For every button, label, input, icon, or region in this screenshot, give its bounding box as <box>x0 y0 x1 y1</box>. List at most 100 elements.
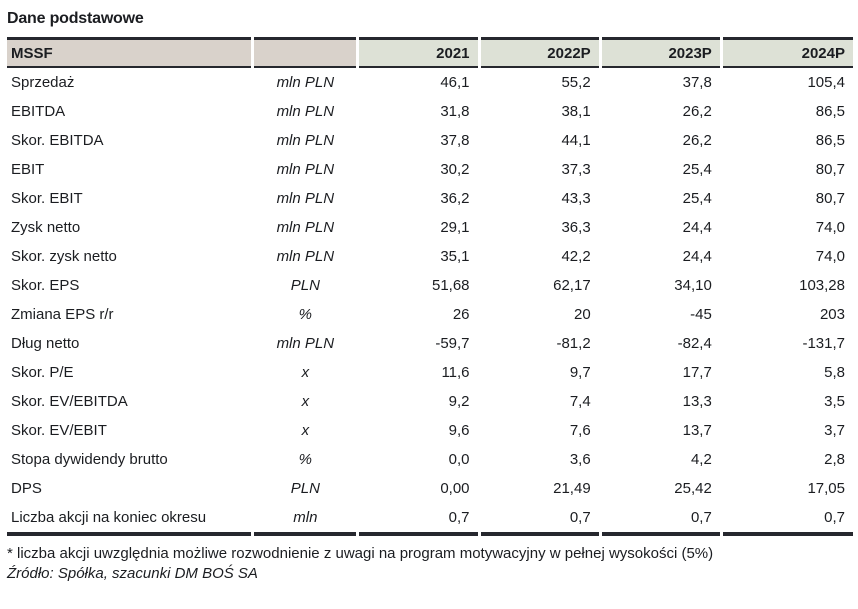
cell-2021: -59,7 <box>435 335 470 352</box>
row-label: Skor. EBITDA <box>11 132 104 149</box>
table-header: MSSF 2021 2022P 2023P 2024P <box>7 37 853 68</box>
cell-2021: 9,2 <box>448 393 470 410</box>
cell-2023p: 0,7 <box>601 503 720 536</box>
row-label: Zysk netto <box>11 219 81 236</box>
row-unit: PLN <box>290 480 320 497</box>
cell-2022p: 44,1 <box>561 132 591 149</box>
row-unit: x <box>301 364 310 381</box>
header-unit-column <box>254 37 357 68</box>
header-year-2023p: 2023P <box>601 37 720 68</box>
cell-2022p: 42,2 <box>561 248 591 265</box>
row-label: Sprzedaż <box>11 74 75 91</box>
cell-2023p: 34,10 <box>674 277 712 294</box>
row-unit: mln PLN <box>276 132 335 149</box>
cell-2021: 26 <box>452 306 470 323</box>
cell-2023p: 26,2 <box>682 103 712 120</box>
cell-2023p: 13,7 <box>682 422 712 439</box>
cell-2024p: -131,7 <box>802 335 845 352</box>
cell-2021: 0,00 <box>440 480 470 497</box>
cell-2021: 0,0 <box>448 451 470 468</box>
row-unit: mln PLN <box>276 335 335 352</box>
cell-2023p: 24,4 <box>682 248 712 265</box>
footnote: * liczba akcji uwzględnia możliwe rozwod… <box>7 545 714 562</box>
cell-2022p: 9,7 <box>569 364 591 381</box>
header-row: MSSF 2021 2022P 2023P 2024P <box>7 37 853 68</box>
table-row: Liczba akcji na koniec okresu mln 0,7 0,… <box>7 503 853 536</box>
row-label: Skor. EPS <box>11 277 80 294</box>
row-label: EBIT <box>11 161 45 178</box>
row-label: Stopa dywidendy brutto <box>11 451 168 468</box>
cell-2022p: 36,3 <box>561 219 591 236</box>
table-row: Zmiana EPS r/r % 26 20 -45 203 <box>7 300 853 329</box>
cell-2022p: 37,3 <box>561 161 591 178</box>
source-note: Źródło: Spółka, szacunki DM BOŚ SA <box>7 565 258 582</box>
cell-2021: 31,8 <box>440 103 470 120</box>
header-year-2022p: 2022P <box>480 37 599 68</box>
cell-2024p: 17,05 <box>807 480 845 497</box>
cell-2024p: 2,8 <box>824 451 845 468</box>
cell-2024p: 103,28 <box>799 277 845 294</box>
row-label: Liczba akcji na koniec okresu <box>7 503 252 536</box>
table-row: Zysk netto mln PLN 29,1 36,3 24,4 74,0 <box>7 213 853 242</box>
row-unit: mln PLN <box>276 161 335 178</box>
row-unit: x <box>301 422 310 439</box>
cell-2022p: 7,6 <box>569 422 591 439</box>
cell-2021: 51,68 <box>431 277 470 294</box>
row-label: Zmiana EPS r/r <box>11 306 114 323</box>
cell-2024p: 86,5 <box>815 132 845 149</box>
cell-2023p: 25,4 <box>682 190 712 207</box>
row-unit: % <box>298 451 312 468</box>
table-row: Dług netto mln PLN -59,7 -81,2 -82,4 -13… <box>7 329 853 358</box>
cell-2021: 46,1 <box>440 74 470 91</box>
row-label: Skor. P/E <box>11 364 74 381</box>
row-unit: % <box>298 306 312 323</box>
cell-2023p: 37,8 <box>682 74 712 91</box>
cell-2023p: 24,4 <box>682 219 712 236</box>
row-unit: mln PLN <box>276 248 335 265</box>
row-unit: mln PLN <box>276 190 335 207</box>
page-title: Dane podstawowe <box>7 10 144 27</box>
cell-2021: 0,7 <box>359 503 478 536</box>
table-row: EBIT mln PLN 30,2 37,3 25,4 80,7 <box>7 155 853 184</box>
table-row: Skor. P/E x 11,6 9,7 17,7 5,8 <box>7 358 853 387</box>
row-unit: mln <box>254 503 357 536</box>
cell-2024p: 0,7 <box>722 503 853 536</box>
table-row: Stopa dywidendy brutto % 0,0 3,6 4,2 2,8 <box>7 445 853 474</box>
cell-2023p: 26,2 <box>682 132 712 149</box>
cell-2021: 11,6 <box>441 364 470 381</box>
cell-2024p: 80,7 <box>815 190 845 207</box>
row-unit: mln PLN <box>276 219 335 236</box>
row-label: Skor. EV/EBIT <box>11 422 107 439</box>
row-label: Skor. EV/EBITDA <box>11 393 128 410</box>
cell-2022p: 43,3 <box>561 190 591 207</box>
cell-2024p: 3,7 <box>824 422 845 439</box>
cell-2023p: 25,42 <box>674 480 712 497</box>
cell-2022p: 3,6 <box>569 451 591 468</box>
cell-2024p: 5,8 <box>824 364 845 381</box>
cell-2023p: -45 <box>690 306 712 323</box>
header-year-2024p: 2024P <box>722 37 853 68</box>
cell-2021: 9,6 <box>448 422 470 439</box>
row-label: DPS <box>11 480 42 497</box>
table-row: Skor. EBITDA mln PLN 37,8 44,1 26,2 86,5 <box>7 126 853 155</box>
cell-2022p: -81,2 <box>556 335 591 352</box>
cell-2021: 35,1 <box>440 248 470 265</box>
cell-2022p: 38,1 <box>561 103 591 120</box>
cell-2023p: 25,4 <box>682 161 712 178</box>
cell-2023p: -82,4 <box>677 335 712 352</box>
header-year-2021: 2021 <box>359 37 478 68</box>
cell-2024p: 3,5 <box>824 393 845 410</box>
table-row: Skor. EPS PLN 51,68 62,17 34,10 103,28 <box>7 271 853 300</box>
cell-2022p: 0,7 <box>480 503 599 536</box>
cell-2023p: 17,7 <box>682 364 712 381</box>
cell-2024p: 74,0 <box>815 219 845 236</box>
cell-2022p: 62,17 <box>553 277 591 294</box>
row-label: EBITDA <box>11 103 66 120</box>
cell-2024p: 203 <box>819 306 845 323</box>
cell-2021: 29,1 <box>440 219 470 236</box>
table-body: Sprzedaż mln PLN 46,1 55,2 37,8 105,4 EB… <box>7 68 853 536</box>
cell-2021: 37,8 <box>440 132 470 149</box>
header-standard-label: MSSF <box>7 37 252 68</box>
cell-2024p: 80,7 <box>815 161 845 178</box>
cell-2022p: 7,4 <box>569 393 591 410</box>
